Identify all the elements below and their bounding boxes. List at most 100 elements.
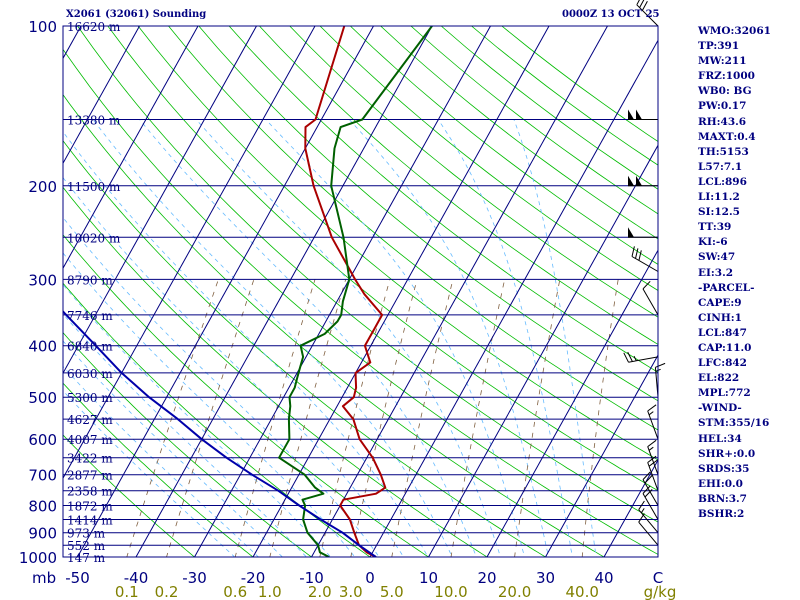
- index-item: LCL:896: [698, 175, 747, 188]
- mixing-ratio-line: [514, 279, 561, 557]
- isotherm-line: [77, 26, 374, 557]
- wind-barb-half-flag: [648, 446, 654, 451]
- dry-adiabat-line: [63, 234, 430, 557]
- wind-barb: [628, 109, 658, 120]
- height-label: 4007 m: [67, 433, 113, 447]
- height-label: 973 m: [67, 527, 106, 541]
- index-item: KI:-6: [698, 236, 728, 249]
- wind-barb-flag: [638, 513, 645, 523]
- wind-barb: [647, 439, 659, 475]
- index-item: WMO:32061: [698, 25, 771, 37]
- dry-adiabat-line: [228, 26, 658, 373]
- wind-barb: [628, 175, 658, 187]
- wind-barb: [647, 455, 659, 491]
- index-item: HEL:34: [698, 432, 742, 445]
- temperature-tick-label: 20: [477, 569, 496, 587]
- wind-barb: [638, 500, 659, 534]
- index-item: LCL:847: [698, 326, 747, 339]
- mixing-ratio-label: 3.0: [339, 583, 363, 600]
- wind-barb: [642, 485, 659, 520]
- wind-barb-flag: [641, 1, 648, 11]
- wind-barb-half-flag: [633, 355, 637, 362]
- isotherm-line: [63, 26, 199, 270]
- height-label: 147 m: [67, 551, 106, 565]
- dry-adiabat-line: [198, 26, 658, 402]
- temperature-tick-label: 30: [536, 569, 555, 587]
- height-label: 3422 m: [67, 452, 113, 466]
- height-label: 8790 m: [67, 273, 113, 287]
- wind-barb-flag: [655, 362, 666, 368]
- wind-barb-staff: [642, 493, 659, 520]
- index-item: BSHR:2: [698, 508, 745, 520]
- temperature-tick-label: -30: [182, 569, 207, 587]
- dry-adiabat-line: [259, 26, 658, 345]
- mixing-ratio-line: [391, 279, 454, 557]
- wind-barb-pennant: [636, 175, 642, 186]
- isotherm-line: [63, 26, 257, 375]
- wind-barb-flag: [648, 459, 658, 467]
- wind-barb-flag: [647, 404, 657, 412]
- index-item: TP:391: [698, 40, 740, 53]
- wind-barb-staff: [638, 509, 659, 534]
- dry-adiabat-line: [63, 332, 313, 557]
- isotherm-line: [486, 249, 658, 557]
- wind-barb: [628, 227, 658, 238]
- index-item: EI:3.2: [698, 266, 734, 279]
- wind-barbs: [623, 0, 666, 546]
- temperature-tick-label: -50: [65, 569, 90, 587]
- dry-adiabat-line: [137, 26, 658, 461]
- wind-barb-flag: [647, 439, 657, 448]
- wind-barb-staff: [628, 356, 659, 363]
- height-label: 6840 m: [67, 340, 113, 354]
- wind-barb: [631, 246, 659, 272]
- wind-barb-flag: [627, 351, 633, 362]
- stability-indices-panel: WMO:32061 TP:391 MW:211 FRZ:1000 WB0: BG PW:0…: [698, 24, 771, 522]
- dry-adiabat-line: [63, 434, 196, 557]
- pressure-tick-label: 200: [28, 178, 57, 196]
- dry-adiabat-line: [350, 26, 658, 265]
- mixing-ratio-label: g/kg: [644, 583, 677, 600]
- dry-adiabat-line: [63, 186, 488, 557]
- wind-barb-half-flag: [640, 508, 645, 514]
- height-label: 10020 m: [67, 231, 121, 245]
- index-item: MW:211: [698, 55, 747, 68]
- index-item: EHI:0.0: [698, 477, 743, 490]
- height-label: 7746 m: [67, 309, 113, 323]
- temperature-tick-label: -10: [299, 569, 324, 587]
- wind-barb-flag: [644, 475, 653, 484]
- axis-labels: 16620 m 13380 m 11500 m 10020 m 8790 m 7746 m…: [19, 18, 677, 600]
- pressure-tick-label: 800: [28, 498, 57, 516]
- dry-adiabat-line: [319, 26, 658, 291]
- wind-barb-flag: [642, 471, 651, 480]
- mixing-ratio-label: 1.0: [258, 583, 282, 600]
- index-item: BRN:3.7: [698, 492, 747, 505]
- wind-barb-staff: [647, 462, 659, 491]
- wind-barb: [636, 0, 659, 27]
- temperature-tick-label: -20: [241, 569, 266, 587]
- mixing-ratio-label: 40.0: [565, 583, 598, 600]
- wind-barb-pennant: [628, 227, 634, 238]
- index-item: SHR+:0.0: [698, 447, 756, 460]
- parcel-trace: [63, 309, 377, 557]
- index-item: RH:43.6: [698, 115, 747, 128]
- pressure-tick-label: 1000: [19, 549, 57, 567]
- isotherm-line: [545, 354, 658, 557]
- temperature-tick-label: -40: [124, 569, 149, 587]
- mixing-ratio-label: 2.0: [308, 583, 332, 600]
- index-item: -PARCEL-: [698, 281, 755, 294]
- chart-title: X2061 (32061) Sounding: [66, 9, 207, 20]
- wind-barb-pennant: [636, 109, 642, 120]
- plot-frame: [62, 25, 659, 558]
- dry-adiabat-line: [77, 26, 658, 523]
- index-item: SI:12.5: [698, 206, 740, 219]
- index-item: TH:5153: [698, 145, 749, 158]
- index-item: SW:47: [698, 251, 736, 264]
- pressure-tick-label: 600: [28, 431, 57, 449]
- index-item: STM:355/16: [698, 417, 770, 430]
- temperature-tick-label: 40: [594, 569, 613, 587]
- dry-adiabat-line: [63, 48, 658, 555]
- mixing-ratio-label: 0.6: [223, 583, 247, 600]
- pressure-tick-label: 500: [28, 389, 57, 407]
- isotherm-line: [311, 26, 608, 557]
